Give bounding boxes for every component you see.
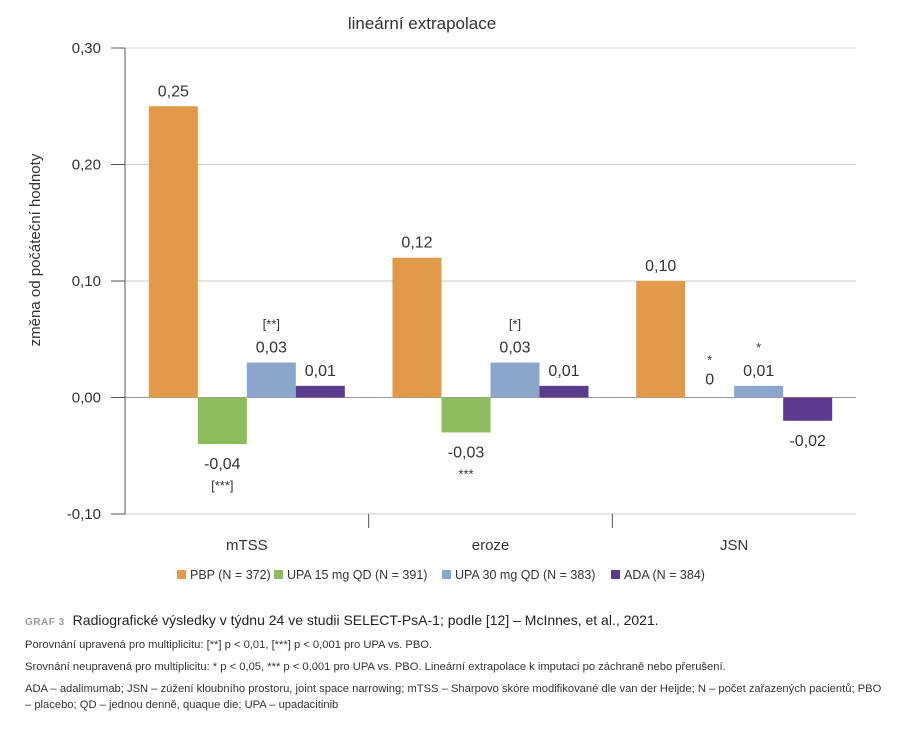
bar <box>197 397 247 445</box>
legend-swatch <box>274 570 283 579</box>
data-labels: 0,25 -0,04 [***] 0,03 [**] 0,01 0,12 -0,03 *** 0,… <box>158 83 826 493</box>
figure-caption: GRAF 3 Radiografické výsledky v týdnu 24 … <box>25 612 885 628</box>
bars <box>148 106 833 445</box>
x-tick-label: eroze <box>472 537 510 554</box>
bar <box>734 385 784 398</box>
y-tick-label: 0,10 <box>72 273 101 290</box>
data-label: 0,03 <box>499 340 530 357</box>
significance-mark: *** <box>458 466 473 481</box>
chart-title: lineární extrapolace <box>348 14 496 33</box>
y-tick-label: 0,30 <box>72 40 101 57</box>
y-axis-ticks: 0,30 0,20 0,10 0,00 -0,10 <box>67 40 126 523</box>
caption-note-adjusted: Porovnání upravená pro multiplicitu: [**… <box>25 639 433 651</box>
y-tick-label: -0,10 <box>67 506 101 523</box>
significance-mark: * <box>707 353 712 368</box>
caption-note-unadjusted: Srovnání neupravená pro multiplicitu: * … <box>25 661 726 673</box>
data-label: -0,03 <box>448 444 485 461</box>
legend-label: UPA 30 mg QD (N = 383) <box>455 568 595 582</box>
legend-swatch <box>442 570 451 579</box>
figure-number: GRAF 3 <box>25 617 65 628</box>
data-label: 0,03 <box>256 340 287 357</box>
legend: PBP (N = 372) UPA 15 mg QD (N = 391) UPA 3… <box>177 568 705 582</box>
y-axis-label: změna od počáteční hodnoty <box>27 153 44 346</box>
bar <box>490 362 540 398</box>
significance-mark: [***] <box>211 478 233 493</box>
data-label: 0,25 <box>158 83 189 100</box>
data-label: 0,12 <box>401 235 432 252</box>
data-label: 0,01 <box>305 363 336 380</box>
legend-swatch <box>177 570 186 579</box>
x-axis-ticks: mTSS eroze JSN <box>226 514 748 554</box>
figure-title: Radiografické výsledky v týdnu 24 ve stu… <box>72 612 659 628</box>
bar <box>392 257 442 398</box>
significance-mark: [*] <box>509 317 521 332</box>
data-label: 0,01 <box>743 363 774 380</box>
legend-label: UPA 15 mg QD (N = 391) <box>287 568 427 582</box>
x-tick-label: mTSS <box>226 537 268 554</box>
bar <box>783 397 833 421</box>
bar-chart: lineární extrapolace změna od počáteční … <box>27 14 856 582</box>
x-tick-label: JSN <box>720 537 748 554</box>
caption-abbreviations: ADA – adalimumab; JSN – zúžení kloubního… <box>25 683 882 711</box>
bar <box>539 385 589 398</box>
legend-label: ADA (N = 384) <box>624 568 705 582</box>
bar <box>636 281 686 398</box>
y-tick-label: 0,00 <box>72 390 101 407</box>
legend-swatch <box>611 570 620 579</box>
bar <box>295 385 345 398</box>
bar <box>246 362 296 398</box>
significance-mark: * <box>756 340 761 355</box>
data-label: 0,10 <box>645 258 676 275</box>
legend-label: PBP (N = 372) <box>190 568 271 582</box>
significance-mark: [**] <box>263 317 280 332</box>
data-label: -0,02 <box>789 433 826 450</box>
bar <box>148 106 198 398</box>
data-label: -0,04 <box>204 456 241 473</box>
y-tick-label: 0,20 <box>72 157 101 174</box>
data-label: 0,01 <box>548 363 579 380</box>
data-label: 0 <box>705 372 714 389</box>
bar <box>441 397 491 433</box>
